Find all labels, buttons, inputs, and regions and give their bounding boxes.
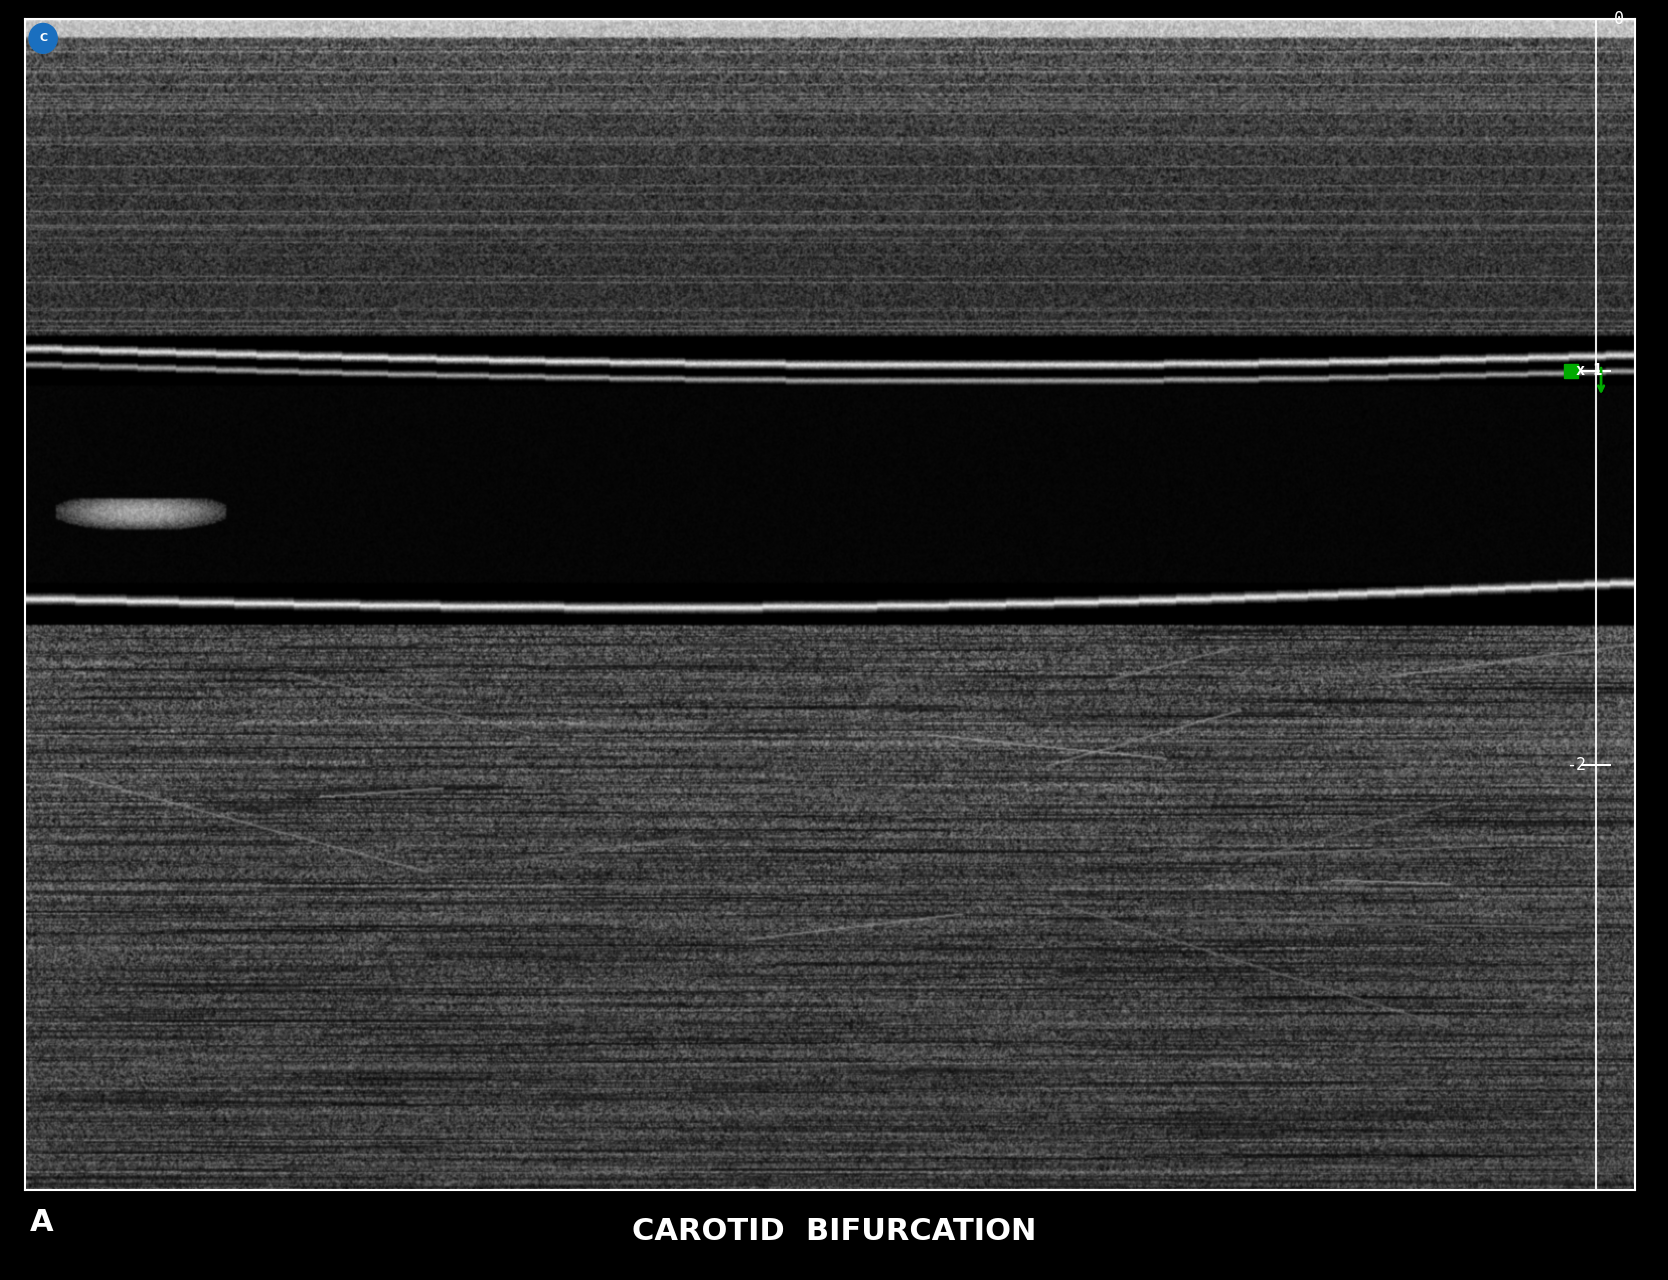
Text: C: C bbox=[38, 33, 47, 44]
Text: CAROTID  BIFURCATION: CAROTID BIFURCATION bbox=[632, 1217, 1036, 1245]
Text: 0: 0 bbox=[1615, 10, 1625, 28]
Text: -2: -2 bbox=[1566, 755, 1586, 773]
Text: x-1: x-1 bbox=[1576, 364, 1603, 378]
Circle shape bbox=[28, 23, 57, 54]
Text: A: A bbox=[30, 1208, 53, 1236]
